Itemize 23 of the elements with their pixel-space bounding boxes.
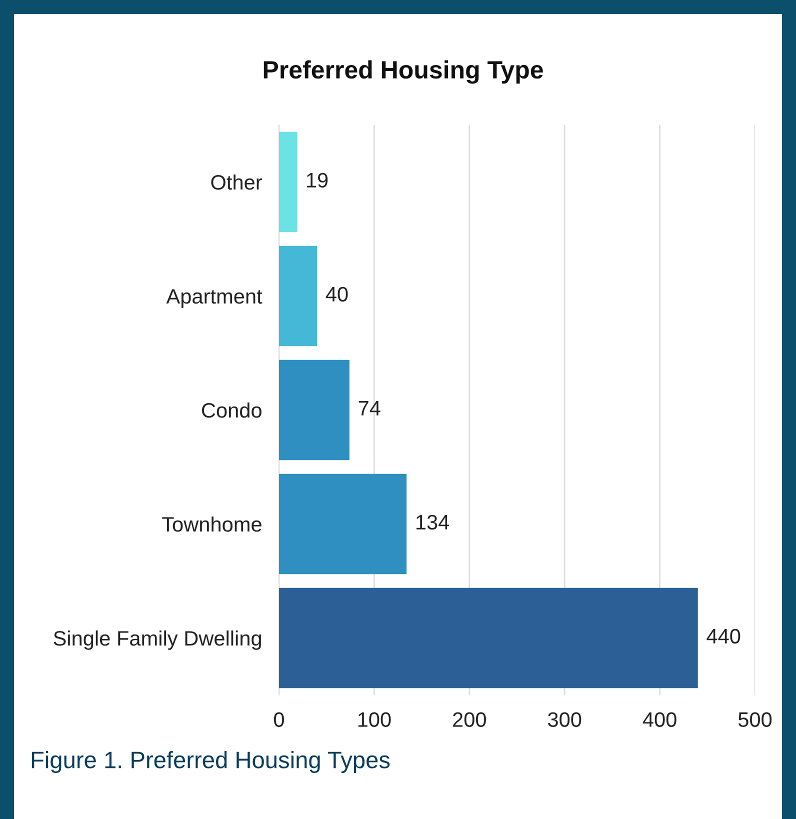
bar (279, 588, 698, 688)
data-label: 19 (307, 172, 328, 188)
data-label: 440 (706, 628, 740, 644)
x-tick-label: 100 (358, 712, 391, 727)
data-label: 40 (326, 286, 348, 302)
x-tick-label: 200 (453, 712, 486, 727)
x-tick-label: 500 (738, 712, 772, 727)
x-tick-label: 300 (548, 712, 582, 727)
bar (279, 474, 407, 574)
y-tick-label: Apartment (166, 289, 262, 308)
data-label: 74 (358, 401, 380, 416)
chart-title: Preferred Housing Type (264, 60, 543, 84)
y-tick-label: Other (211, 174, 262, 190)
y-tick-label: Single Family Dwelling (54, 630, 261, 650)
caption: Figure 1. Preferred Housing Types (32, 750, 390, 774)
y-tick-label: Townhome (162, 516, 262, 532)
bar (279, 360, 350, 460)
y-tick-label: Condo (202, 402, 262, 418)
bar (279, 246, 318, 346)
x-tick-label: 0 (274, 712, 284, 727)
data-label: 134 (416, 514, 450, 530)
bar (279, 132, 298, 232)
x-tick-label: 400 (642, 712, 676, 727)
